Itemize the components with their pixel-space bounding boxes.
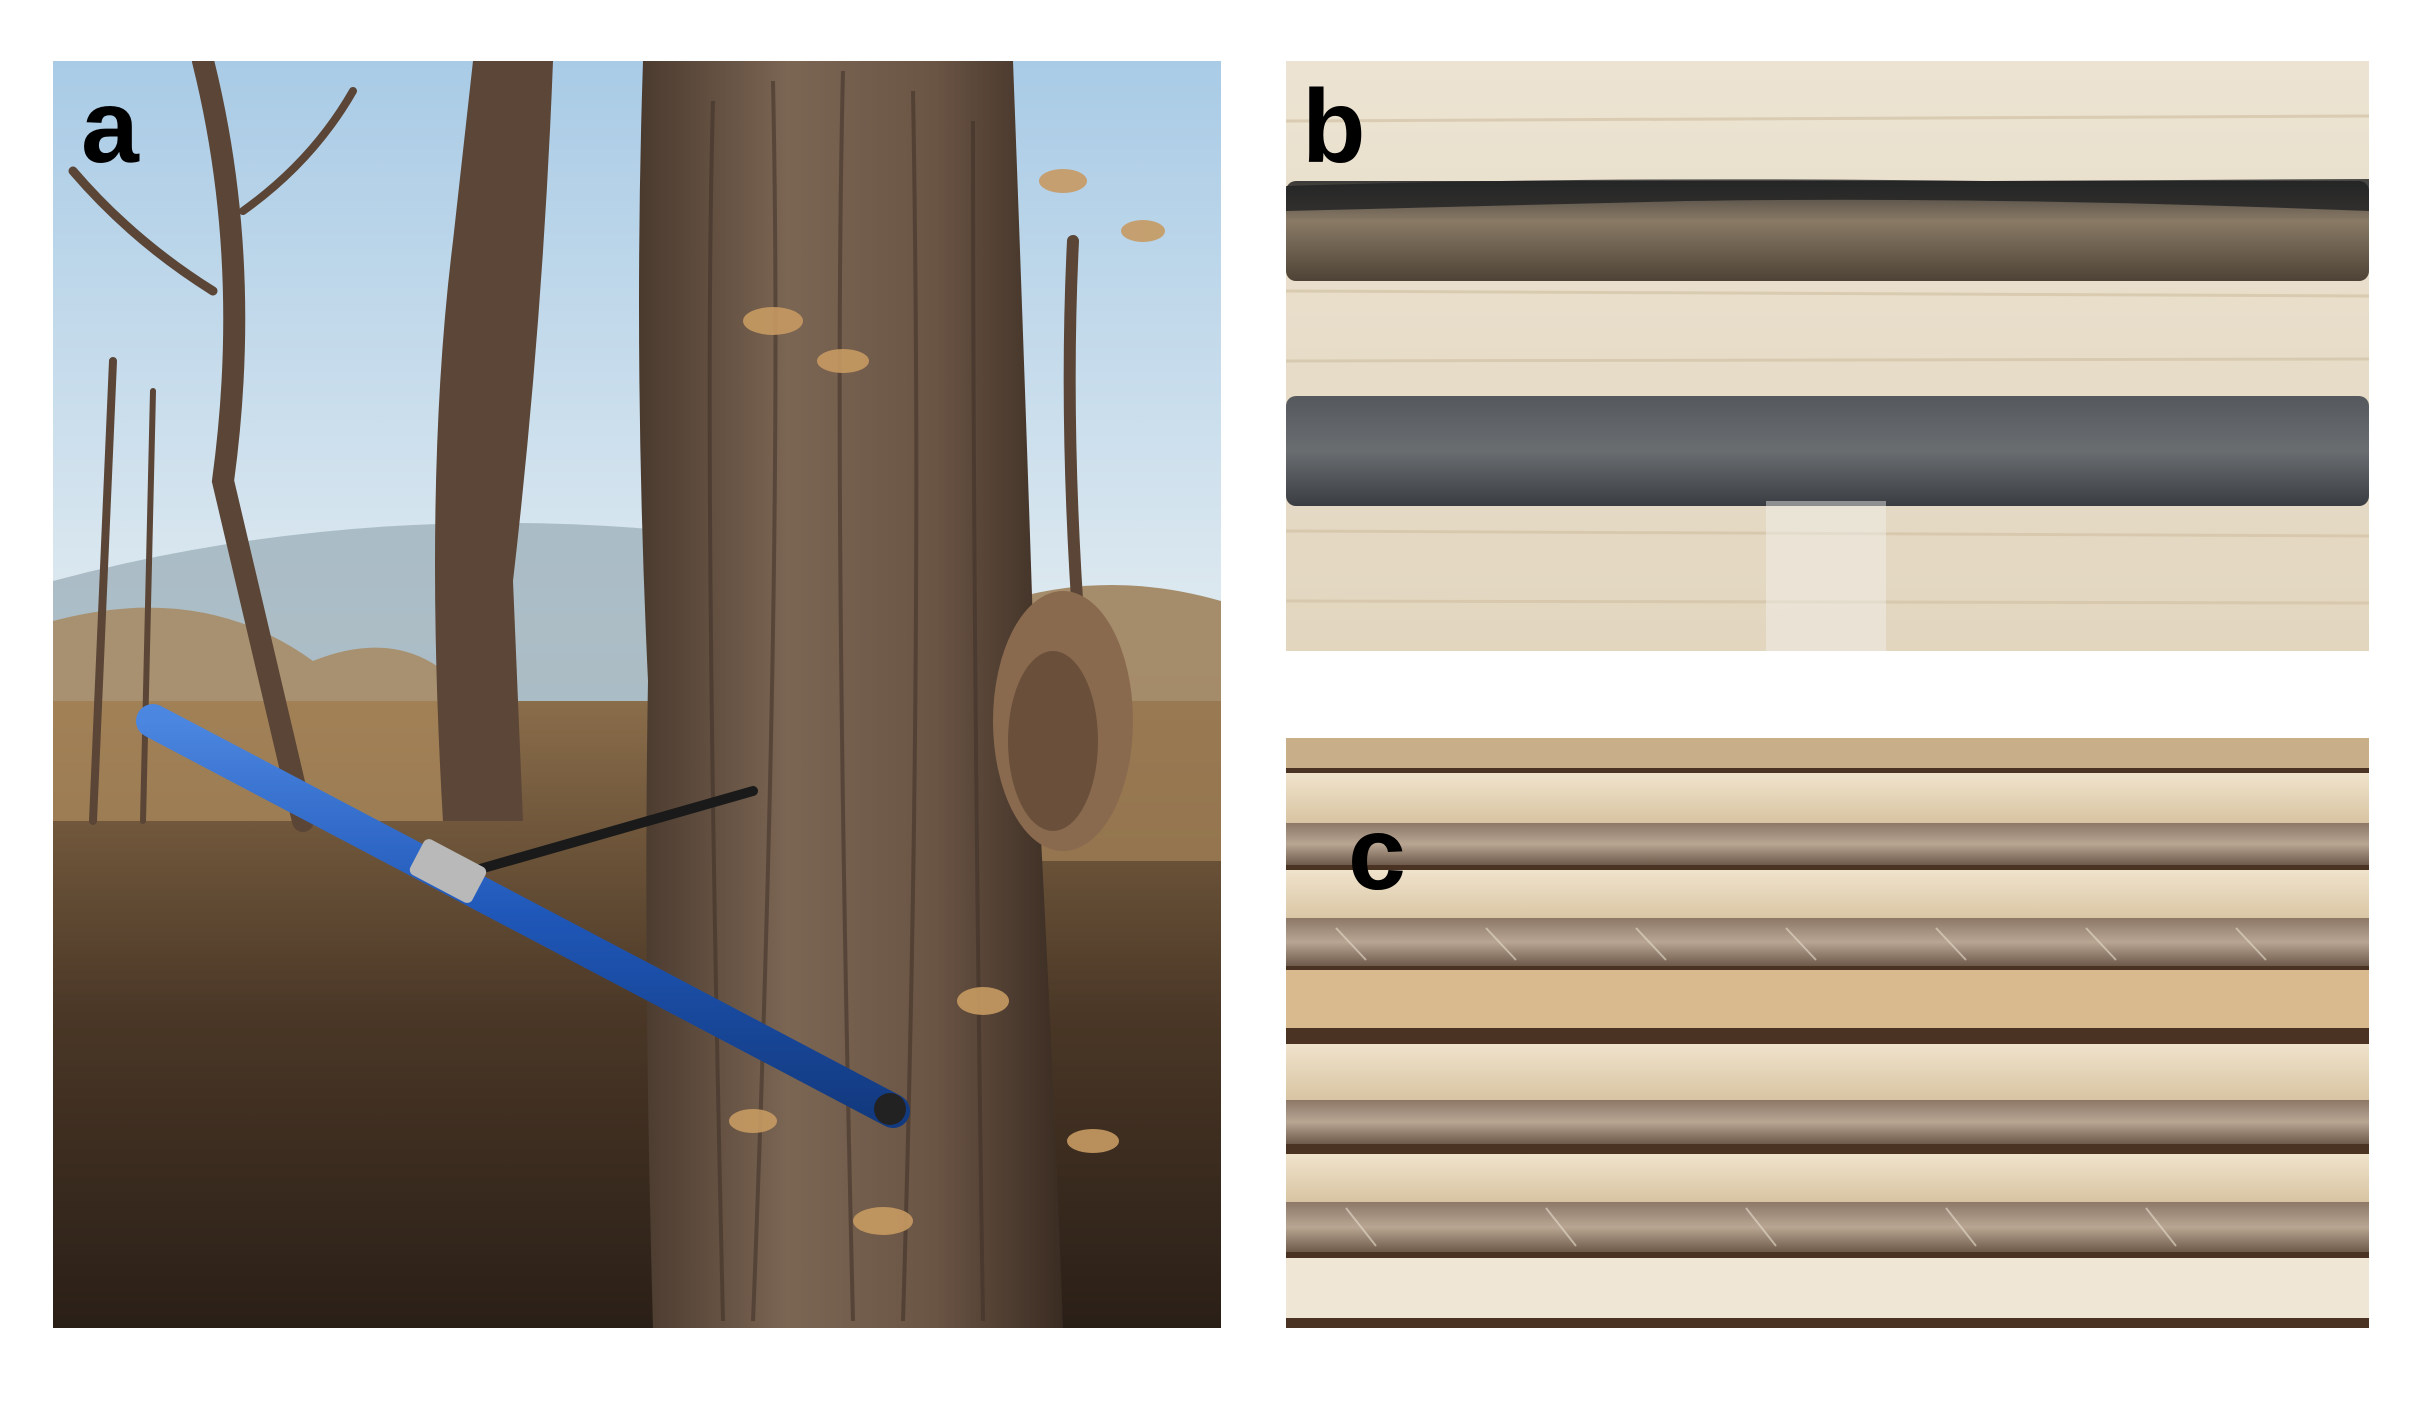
photo-panel-c: c <box>1286 738 2369 1328</box>
sanded-cores-photo <box>1286 738 2369 1328</box>
tree-photo <box>53 61 1221 1328</box>
photo-panel-b: b <box>1286 61 2369 651</box>
photo-panel-a: a <box>53 61 1221 1328</box>
panel-label-b: b <box>1302 69 1366 185</box>
panel-label-c: c <box>1348 796 1406 912</box>
dark-cores-photo <box>1286 61 2369 651</box>
panel-label-a: a <box>81 69 139 185</box>
